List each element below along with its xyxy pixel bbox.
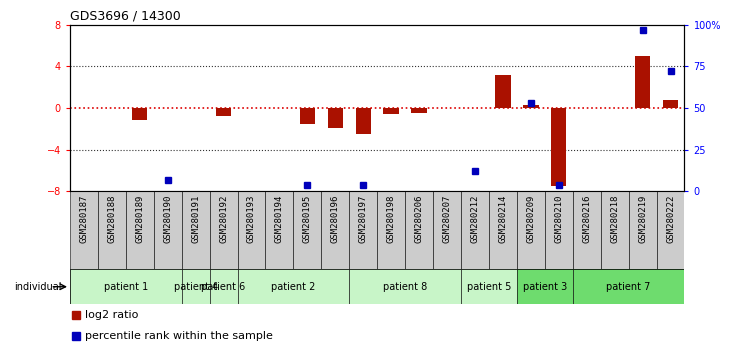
Bar <box>489 191 517 269</box>
Bar <box>517 191 545 269</box>
Bar <box>210 191 238 269</box>
Text: GSM280219: GSM280219 <box>638 195 647 244</box>
Text: GSM280212: GSM280212 <box>470 195 479 244</box>
Text: GSM280192: GSM280192 <box>219 195 228 244</box>
Bar <box>461 191 489 269</box>
Text: GSM280206: GSM280206 <box>414 195 424 244</box>
Text: percentile rank within the sample: percentile rank within the sample <box>85 331 273 341</box>
Bar <box>70 191 98 269</box>
Bar <box>551 108 567 186</box>
Bar <box>126 191 154 269</box>
Text: GDS3696 / 14300: GDS3696 / 14300 <box>70 9 180 22</box>
Bar <box>635 56 651 108</box>
Text: GSM280193: GSM280193 <box>247 195 256 244</box>
Bar <box>573 269 684 304</box>
Text: individual: individual <box>14 282 62 292</box>
Text: GSM280216: GSM280216 <box>582 195 591 244</box>
Text: GSM280190: GSM280190 <box>163 195 172 244</box>
Text: GSM280209: GSM280209 <box>526 195 535 244</box>
Bar <box>238 269 350 304</box>
Bar <box>495 75 511 108</box>
Bar <box>350 269 461 304</box>
Text: GSM280188: GSM280188 <box>107 195 116 244</box>
Text: patient 7: patient 7 <box>606 282 651 292</box>
Text: patient 1: patient 1 <box>104 282 148 292</box>
Bar <box>411 108 427 113</box>
Bar <box>405 191 433 269</box>
Bar <box>523 105 539 108</box>
Text: GSM280198: GSM280198 <box>386 195 396 244</box>
Bar <box>266 191 294 269</box>
Text: GSM280222: GSM280222 <box>666 195 675 244</box>
Bar <box>238 191 266 269</box>
Bar <box>573 191 601 269</box>
Text: GSM280207: GSM280207 <box>442 195 452 244</box>
Bar <box>216 108 231 116</box>
Text: GSM280187: GSM280187 <box>79 195 88 244</box>
Bar <box>629 191 657 269</box>
Text: GSM280194: GSM280194 <box>275 195 284 244</box>
Bar <box>70 269 182 304</box>
Bar <box>350 191 377 269</box>
Text: GSM280214: GSM280214 <box>498 195 507 244</box>
Bar <box>433 191 461 269</box>
Text: patient 6: patient 6 <box>202 282 246 292</box>
Bar <box>383 108 399 114</box>
Bar <box>657 191 684 269</box>
Text: GSM280191: GSM280191 <box>191 195 200 244</box>
Text: patient 5: patient 5 <box>467 282 511 292</box>
Bar <box>545 191 573 269</box>
Bar <box>355 108 371 134</box>
Bar <box>182 269 210 304</box>
Bar <box>154 191 182 269</box>
Bar <box>378 191 405 269</box>
Text: GSM280218: GSM280218 <box>610 195 619 244</box>
Bar <box>132 108 147 120</box>
Bar <box>294 191 322 269</box>
Text: GSM280196: GSM280196 <box>330 195 340 244</box>
Text: GSM280197: GSM280197 <box>358 195 368 244</box>
Text: patient 3: patient 3 <box>523 282 567 292</box>
Bar <box>601 191 629 269</box>
Text: patient 8: patient 8 <box>383 282 428 292</box>
Bar <box>182 191 210 269</box>
Bar <box>328 108 343 128</box>
Bar <box>517 269 573 304</box>
Bar <box>98 191 126 269</box>
Text: patient 4: patient 4 <box>174 282 218 292</box>
Text: GSM280189: GSM280189 <box>135 195 144 244</box>
Bar <box>663 100 678 108</box>
Text: GSM280195: GSM280195 <box>302 195 312 244</box>
Bar <box>210 269 238 304</box>
Bar <box>322 191 350 269</box>
Text: patient 2: patient 2 <box>271 282 316 292</box>
Bar <box>300 108 315 124</box>
Text: GSM280210: GSM280210 <box>554 195 563 244</box>
Bar <box>461 269 517 304</box>
Text: log2 ratio: log2 ratio <box>85 310 138 320</box>
